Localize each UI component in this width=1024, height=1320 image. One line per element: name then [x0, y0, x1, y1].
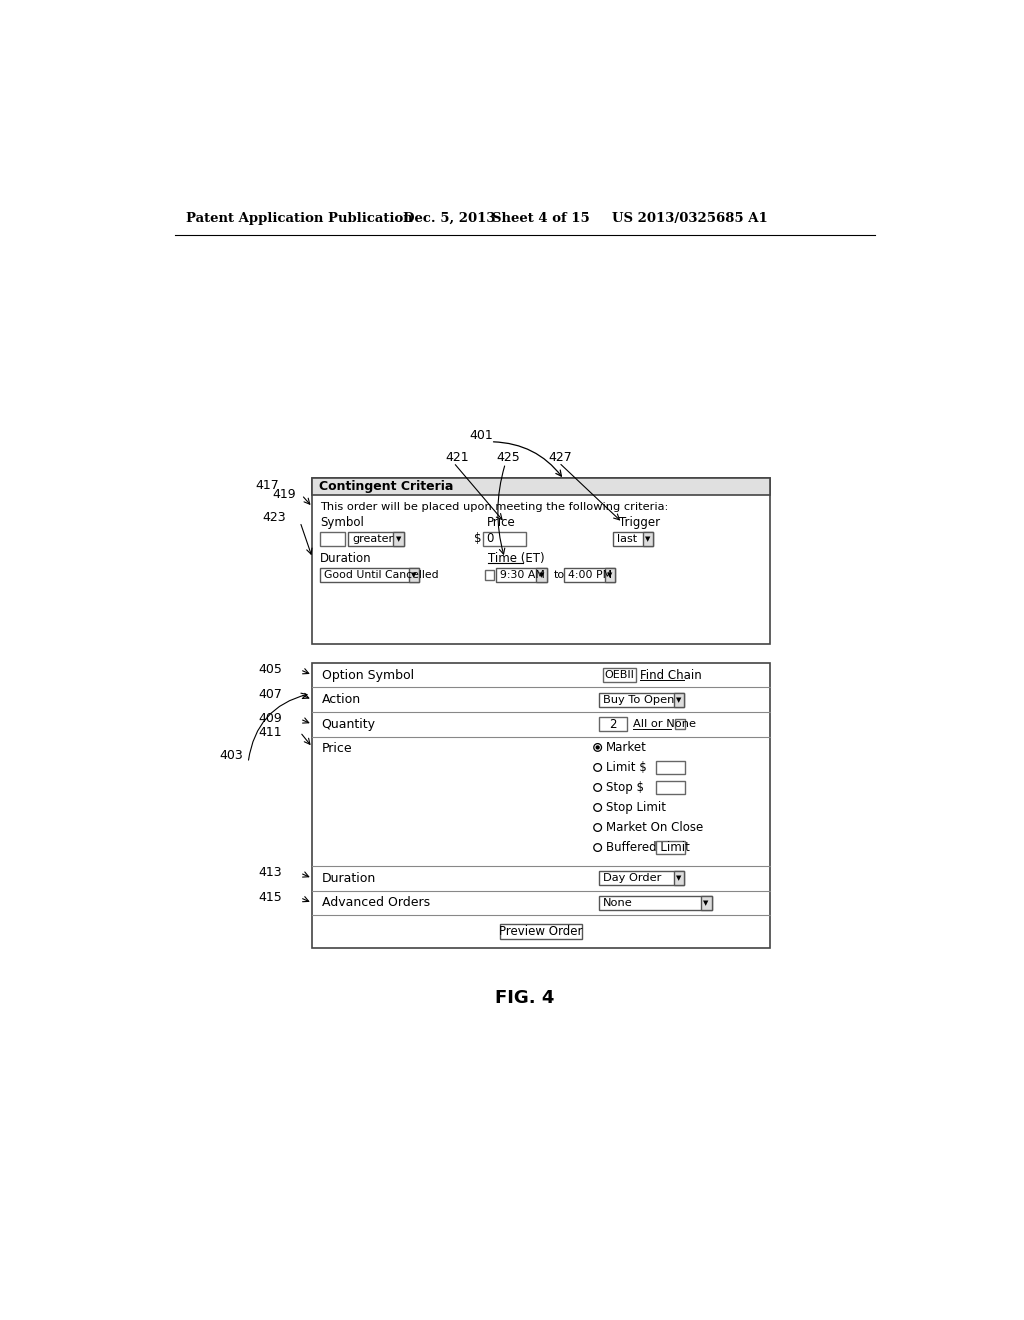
Text: Find Chain: Find Chain: [640, 668, 701, 681]
Bar: [312, 478, 770, 495]
Text: 423: 423: [263, 511, 287, 524]
Text: This order will be placed upon meeting the following criteria:: This order will be placed upon meeting t…: [321, 502, 669, 512]
Bar: [496, 568, 547, 582]
Text: Time (ET): Time (ET): [487, 552, 544, 565]
Text: 0: 0: [486, 532, 494, 545]
Text: None: None: [603, 898, 633, 908]
Circle shape: [596, 746, 600, 750]
Bar: [393, 532, 403, 545]
Text: 411: 411: [258, 726, 282, 739]
Text: ▼: ▼: [396, 536, 401, 541]
Text: Market On Close: Market On Close: [606, 821, 703, 834]
Text: 425: 425: [496, 450, 520, 463]
Bar: [674, 693, 684, 706]
Text: FIG. 4: FIG. 4: [496, 989, 554, 1007]
Bar: [700, 896, 712, 909]
Text: 401: 401: [469, 429, 493, 442]
Text: Limit $: Limit $: [606, 760, 647, 774]
Text: ▼: ▼: [676, 697, 682, 702]
Bar: [674, 871, 684, 886]
Text: Advanced Orders: Advanced Orders: [322, 896, 430, 909]
Text: Duration: Duration: [321, 552, 372, 565]
Bar: [484, 570, 494, 579]
Text: Good Until Cancelled: Good Until Cancelled: [324, 570, 438, 579]
Text: to: to: [554, 570, 564, 579]
Bar: [599, 896, 712, 909]
Bar: [604, 568, 615, 582]
Text: Action: Action: [322, 693, 360, 706]
Text: 413: 413: [258, 866, 282, 879]
Text: 409: 409: [258, 713, 282, 726]
Text: Stop $: Stop $: [606, 781, 644, 795]
Bar: [643, 532, 653, 545]
Text: $: $: [474, 532, 481, 545]
Text: Sheet 4 of 15: Sheet 4 of 15: [493, 213, 590, 224]
Text: Option Symbol: Option Symbol: [322, 668, 414, 681]
Text: Duration: Duration: [322, 871, 376, 884]
Text: 427: 427: [549, 450, 572, 463]
Bar: [655, 841, 685, 854]
Text: Quantity: Quantity: [322, 718, 376, 731]
Text: All or None: All or None: [633, 719, 695, 730]
Bar: [409, 568, 420, 582]
Text: Day Order: Day Order: [603, 874, 662, 883]
Bar: [321, 532, 345, 545]
Bar: [603, 668, 636, 682]
Text: Dec. 5, 2013: Dec. 5, 2013: [403, 213, 496, 224]
Bar: [655, 781, 685, 793]
Text: greater: greater: [352, 533, 393, 544]
Text: 403: 403: [219, 748, 244, 762]
Text: ▼: ▼: [645, 536, 650, 541]
Text: 2: 2: [609, 718, 616, 731]
Text: ▼: ▼: [607, 572, 612, 578]
Text: 407: 407: [258, 688, 282, 701]
Bar: [599, 693, 684, 706]
Text: 415: 415: [258, 891, 282, 904]
Text: Patent Application Publication: Patent Application Publication: [186, 213, 413, 224]
Text: ▼: ▼: [412, 572, 417, 578]
Text: Stop Limit: Stop Limit: [606, 801, 667, 814]
Bar: [675, 719, 685, 729]
Text: 9:30 AM: 9:30 AM: [500, 570, 545, 579]
Text: Buy To Open: Buy To Open: [603, 694, 675, 705]
Bar: [599, 718, 627, 731]
Text: 417: 417: [256, 479, 280, 492]
Text: last: last: [617, 533, 637, 544]
Bar: [312, 663, 770, 948]
Text: 421: 421: [445, 450, 469, 463]
Text: Symbol: Symbol: [321, 516, 365, 529]
Bar: [501, 924, 582, 940]
Text: 405: 405: [258, 663, 282, 676]
Text: ▼: ▼: [676, 875, 682, 882]
Bar: [312, 478, 770, 644]
Bar: [599, 871, 684, 886]
Text: Contingent Criteria: Contingent Criteria: [318, 480, 453, 492]
Text: Buffered Limit: Buffered Limit: [606, 841, 690, 854]
Text: ▼: ▼: [703, 900, 709, 906]
Text: Trigger: Trigger: [618, 516, 659, 529]
Bar: [321, 568, 420, 582]
Text: Price: Price: [486, 516, 515, 529]
Text: Preview Order: Preview Order: [500, 925, 583, 939]
Bar: [483, 532, 525, 545]
Text: OEBII: OEBII: [604, 671, 634, 680]
Bar: [537, 568, 547, 582]
Bar: [655, 762, 685, 774]
Bar: [564, 568, 615, 582]
Text: 4:00 PM: 4:00 PM: [568, 570, 612, 579]
Bar: [613, 532, 653, 545]
Text: 419: 419: [272, 488, 296, 502]
Text: ▼: ▼: [540, 572, 545, 578]
Text: US 2013/0325685 A1: US 2013/0325685 A1: [612, 213, 768, 224]
Bar: [348, 532, 403, 545]
Text: Price: Price: [322, 742, 352, 755]
Text: Market: Market: [606, 741, 647, 754]
